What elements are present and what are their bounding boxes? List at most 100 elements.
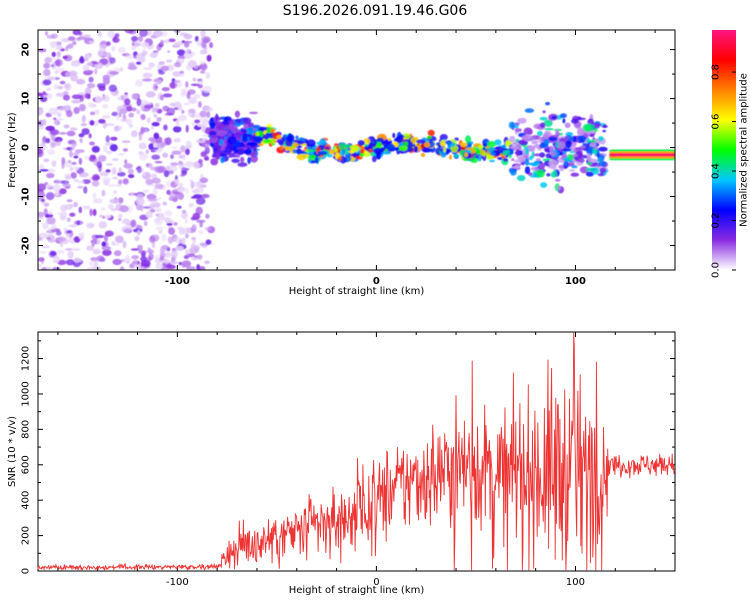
heatmap-blob (377, 142, 382, 147)
heatmap-blob (67, 251, 74, 259)
heatmap-blob (159, 94, 164, 101)
heatmap-blob (43, 62, 51, 69)
snr-x-tick-label: 0 (373, 577, 379, 588)
heatmap-blob (138, 142, 147, 150)
heatmap-blob (582, 123, 592, 132)
heatmap-blob (121, 140, 131, 143)
heatmap-blob (152, 187, 158, 196)
heatmap-blob (185, 233, 189, 239)
heatmap-blob (97, 31, 102, 37)
heatmap-blob (55, 45, 64, 51)
heatmap-blob (543, 119, 553, 127)
heatmap-blob (159, 247, 164, 254)
heatmap-blob (524, 158, 530, 166)
heatmap-blob (116, 113, 120, 121)
heatmap-blob (82, 66, 90, 71)
heatmap-blob (357, 140, 365, 146)
heatmap-blob (51, 266, 61, 270)
heatmap-blob (517, 140, 526, 144)
heatmap-blob (589, 158, 597, 163)
heatmap-blob (64, 83, 70, 89)
heatmap-blob (198, 101, 202, 108)
heatmap-blob (108, 84, 117, 92)
heatmap-blob (150, 125, 155, 130)
heatmap-blob (118, 179, 123, 185)
heatmap-blob (52, 184, 61, 192)
heatmap-blob (153, 113, 157, 118)
heatmap-blob (177, 192, 184, 201)
heatmap-blob (586, 153, 591, 157)
heatmap-blob (524, 166, 531, 175)
heatmap-blob (246, 142, 257, 146)
heatmap-blob (175, 119, 180, 127)
heatmap-blob (157, 63, 162, 70)
heatmap-blob (557, 141, 566, 150)
chart-title: S196.2026.091.19.46.G06 (283, 3, 468, 19)
heatmap-blob (142, 189, 150, 193)
heatmap-blob (403, 141, 409, 147)
heatmap-blob (392, 132, 396, 139)
heatmap-blob (104, 214, 112, 219)
heatmap-blob (204, 146, 210, 155)
heatmap-blob (151, 147, 159, 151)
heatmap-blob (47, 239, 57, 243)
heatmap-blob (177, 105, 183, 111)
heatmap-blob (554, 178, 561, 182)
heatmap-blob (105, 123, 115, 126)
heatmap-blob (69, 166, 74, 172)
heatmap-blob (49, 251, 57, 256)
heatmap-blob (234, 110, 240, 118)
heatmap-blob (183, 40, 190, 48)
heatmap-x-axis-label: Height of straight line (km) (289, 286, 425, 297)
heatmap-blob (444, 149, 452, 153)
heatmap-blob (515, 149, 520, 157)
heatmap-blob (550, 165, 557, 170)
heatmap-blob (72, 30, 81, 36)
heatmap-blob (184, 161, 195, 168)
heatmap-blob (453, 153, 460, 158)
heatmap-blob (198, 229, 204, 235)
heatmap-blob (112, 176, 119, 180)
heatmap-blob (460, 142, 468, 148)
heatmap-blob (206, 54, 212, 62)
heatmap-blob (292, 142, 299, 147)
heatmap-blob (517, 117, 527, 124)
heatmap-blob (181, 260, 192, 268)
heatmap-blob (188, 202, 195, 208)
heatmap-blob (151, 122, 160, 127)
heatmap-blob (81, 128, 90, 135)
heatmap-blob (256, 131, 260, 137)
colorbar-tick-label: 0.8 (711, 64, 722, 80)
heatmap-blob (73, 257, 82, 263)
heatmap-blob (204, 260, 210, 264)
heatmap-blob (172, 126, 182, 133)
heatmap-blob (142, 172, 146, 176)
heatmap-blob (38, 216, 44, 220)
heatmap-blob (198, 64, 206, 69)
heatmap-blob (161, 233, 167, 242)
heatmap-blob (295, 135, 299, 140)
heatmap-blob (174, 137, 181, 143)
heatmap-blob (179, 70, 184, 74)
heatmap-blob (316, 141, 322, 146)
heatmap-blob (47, 76, 56, 81)
colorbar (712, 30, 736, 270)
heatmap-blob (199, 177, 209, 184)
heatmap-blob (599, 167, 607, 174)
snr-y-tick-label: 600 (21, 455, 32, 474)
heatmap-blob (185, 48, 192, 54)
heatmap-blob (477, 153, 482, 162)
heatmap-blob (215, 113, 219, 122)
heatmap-blob (181, 109, 185, 114)
heatmap-blob (138, 35, 143, 43)
snr-y-tick-label: 800 (21, 420, 32, 439)
heatmap-blob (486, 140, 497, 148)
heatmap-blob (136, 165, 142, 174)
heatmap-blob (45, 183, 53, 188)
heatmap-blob (338, 142, 346, 151)
heatmap-blob (205, 107, 213, 112)
heatmap-blob (46, 93, 53, 99)
heatmap-blob (155, 207, 162, 213)
heatmap-blob (102, 176, 112, 184)
